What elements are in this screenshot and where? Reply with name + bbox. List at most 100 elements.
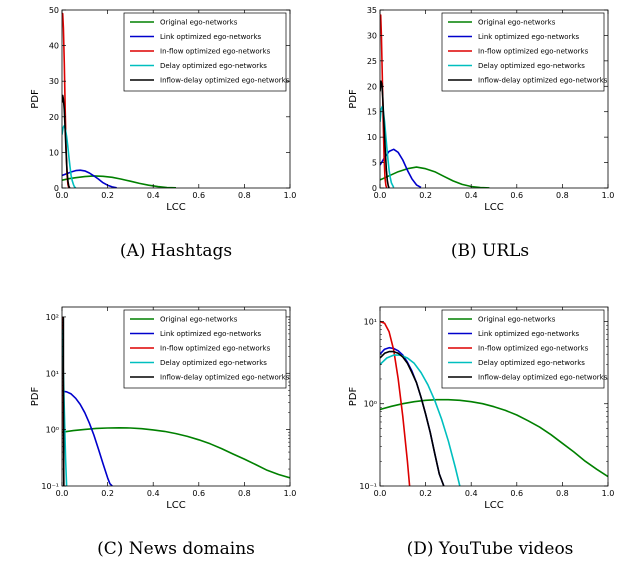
series-line <box>380 350 445 486</box>
x-tick-label: 0.0 <box>374 489 387 498</box>
x-axis-label: LCC <box>166 202 186 213</box>
series-line <box>62 426 290 479</box>
y-axis-label: PDF <box>348 89 359 109</box>
legend-entry-label: Delay optimized ego-networks <box>478 62 585 70</box>
y-tick-label: 10⁻¹ <box>41 482 59 491</box>
legend-entry-label: In-flow optimized ego-networks <box>160 48 271 56</box>
y-tick-label: 10 <box>367 133 377 142</box>
x-tick-label: 0.4 <box>465 489 478 498</box>
panel-caption: (D) YouTube videos <box>407 539 574 559</box>
x-tick-label: 1.0 <box>602 489 615 498</box>
legend-entry-label: Delay optimized ego-networks <box>478 359 585 367</box>
x-tick-label: 0.8 <box>238 489 251 498</box>
legend-entry-label: Inflow-delay optimized ego-networks <box>478 77 608 85</box>
y-tick-label: 0 <box>372 184 377 193</box>
x-tick-label: 1.0 <box>284 489 297 498</box>
x-tick-label: 0.0 <box>56 191 69 200</box>
y-tick-label: 0 <box>54 184 59 193</box>
y-tick-label: 10⁰ <box>364 400 377 409</box>
legend-entry-label: Link optimized ego-networks <box>160 33 262 41</box>
axes-frame <box>61 9 291 189</box>
legend-entry-label: In-flow optimized ego-networks <box>478 48 589 56</box>
y-tick-label: 10² <box>46 313 59 322</box>
x-tick-label: 0.2 <box>419 191 432 200</box>
chart-panel-3: 0.0 0.2 0.4 0.6 0.8 1.0 10⁻¹ 10⁰ 10¹ LCC PDF Origin… <box>348 306 615 559</box>
x-tick-label: 0.6 <box>192 489 205 498</box>
x-axis-label: LCC <box>484 500 504 511</box>
y-tick-label: 15 <box>367 108 377 117</box>
y-tick-label: 10 <box>49 148 59 157</box>
legend-box <box>123 309 287 389</box>
legend-entry-label: In-flow optimized ego-networks <box>160 345 271 353</box>
series-line <box>380 320 411 486</box>
legend-entry-label: Original ego-networks <box>160 19 238 27</box>
series-group <box>62 12 177 188</box>
y-axis-label: PDF <box>348 387 359 407</box>
y-tick-label: 40 <box>49 42 59 51</box>
series-line <box>380 80 390 188</box>
y-tick-label: 10¹ <box>364 317 377 326</box>
x-tick-label: 1.0 <box>284 191 297 200</box>
legend: Original ego-networks Link optimized ego-… <box>123 309 290 389</box>
series-line <box>62 175 177 188</box>
x-tick-label: 0.8 <box>556 489 569 498</box>
series-line <box>380 166 490 188</box>
series-line <box>380 346 445 486</box>
x-tick-label: 0.6 <box>192 191 205 200</box>
y-tick-label: 35 <box>367 6 377 15</box>
chart-panel-0: 0.0 0.2 0.4 0.6 0.8 1.0 0 10 20 30 40 50 LCC PDF Origi… <box>30 6 296 261</box>
y-tick-label: 50 <box>49 6 59 15</box>
legend-entry-label: Link optimized ego-networks <box>478 33 580 41</box>
legend: Original ego-networks Link optimized ego-… <box>123 12 290 92</box>
x-tick-label: 0.0 <box>374 191 387 200</box>
x-tick-label: 1.0 <box>602 191 615 200</box>
legend: Original ego-networks Link optimized ego-… <box>441 12 608 92</box>
series-line <box>380 398 608 478</box>
axes-frame <box>61 306 291 487</box>
series-line <box>62 390 113 486</box>
y-tick-label: 20 <box>49 113 59 122</box>
legend: Original ego-networks Link optimized ego-… <box>441 309 608 389</box>
legend-entry-label: Original ego-networks <box>478 19 556 27</box>
panel-caption: (C) News domains <box>97 539 255 559</box>
x-tick-label: 0.6 <box>510 489 523 498</box>
x-tick-label: 0.2 <box>101 191 114 200</box>
y-tick-label: 20 <box>367 82 377 91</box>
legend-entry-label: Inflow-delay optimized ego-networks <box>160 77 290 85</box>
x-tick-label: 0.8 <box>238 191 251 200</box>
y-tick-label: 5 <box>372 159 377 168</box>
x-tick-label: 0.8 <box>556 191 569 200</box>
y-axis-label: PDF <box>30 89 41 109</box>
x-tick-label: 0.0 <box>56 489 69 498</box>
series-line <box>380 354 461 486</box>
legend-entry-label: Delay optimized ego-networks <box>160 359 267 367</box>
legend-entry-label: Link optimized ego-networks <box>160 330 262 338</box>
panel-caption: (A) Hashtags <box>120 241 232 261</box>
legend-box <box>441 309 605 389</box>
y-tick-label: 30 <box>49 77 59 86</box>
series-group <box>380 320 608 486</box>
legend-entry-label: Link optimized ego-networks <box>478 330 580 338</box>
y-tick-label: 10¹ <box>46 369 59 378</box>
legend-box <box>123 12 287 92</box>
x-tick-label: 0.2 <box>101 489 114 498</box>
legend-entry-label: Inflow-delay optimized ego-networks <box>478 374 608 382</box>
x-tick-label: 0.6 <box>510 191 523 200</box>
legend-entry-label: Original ego-networks <box>160 316 238 324</box>
legend-entry-label: Original ego-networks <box>478 316 556 324</box>
chart-panel-1: 0.0 0.2 0.4 0.6 0.8 1.0 0 5 10 15 20 25 30 35 LCC PDF Or… <box>348 6 614 261</box>
series-line <box>62 94 71 188</box>
y-tick-label: 10⁻¹ <box>359 482 377 491</box>
series-line <box>380 105 395 188</box>
panel-caption: (B) URLs <box>451 241 529 261</box>
x-axis-label: LCC <box>166 500 186 511</box>
x-tick-label: 0.4 <box>147 191 160 200</box>
y-tick-label: 30 <box>367 31 377 40</box>
legend-entry-label: Inflow-delay optimized ego-networks <box>160 374 290 382</box>
x-tick-label: 0.4 <box>147 489 160 498</box>
x-axis-label: LCC <box>484 202 504 213</box>
legend-box <box>441 12 605 92</box>
y-axis-label: PDF <box>30 387 41 407</box>
axes-frame <box>379 306 609 487</box>
